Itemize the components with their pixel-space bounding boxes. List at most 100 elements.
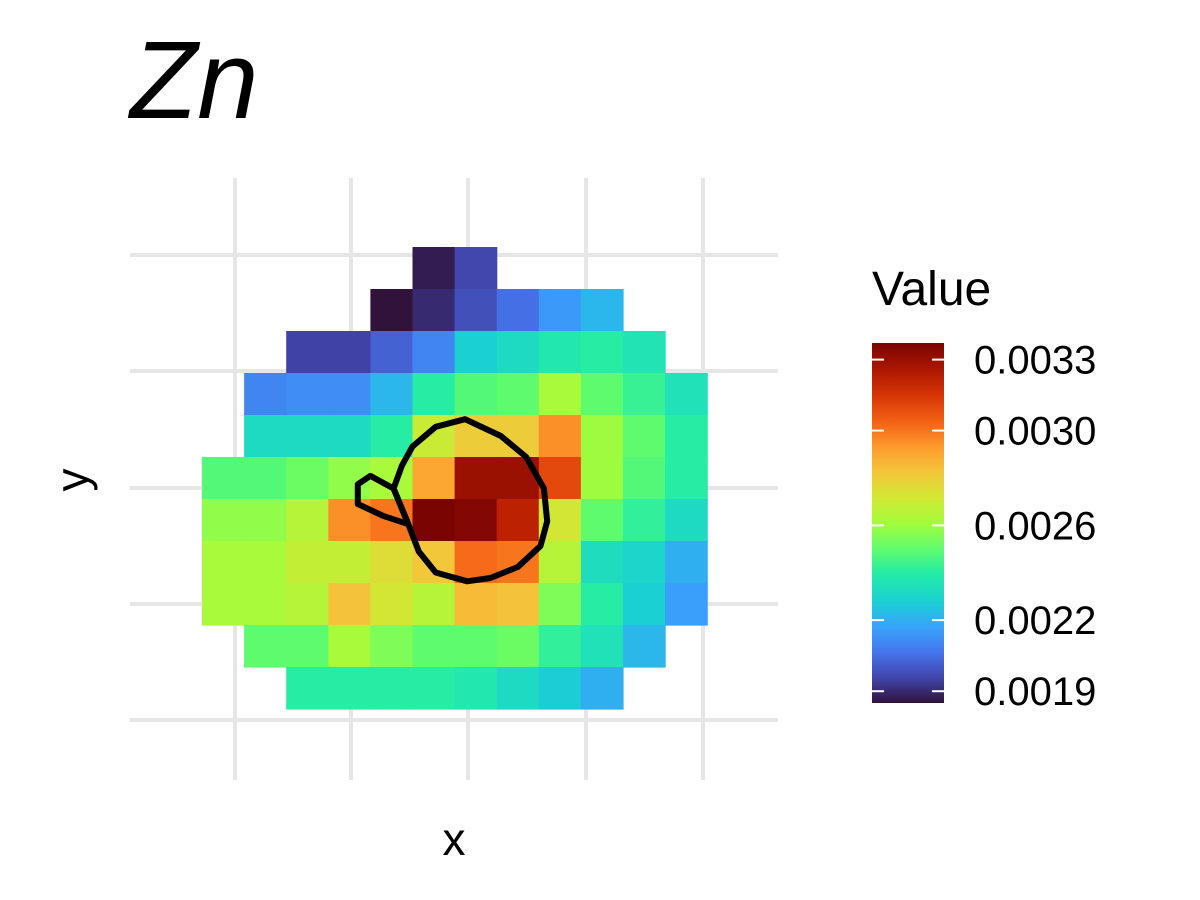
heatmap-cell	[412, 625, 456, 668]
heatmap-cell	[623, 415, 666, 458]
colorbar-tick-label: 0.0030	[974, 410, 1096, 454]
heatmap-cell	[370, 625, 414, 668]
heatmap-cell	[496, 583, 540, 626]
heatmap-cell	[412, 667, 456, 710]
colorbar-tick-label: 0.0019	[974, 670, 1096, 714]
heatmap-cell	[202, 583, 245, 626]
heatmap-cell	[328, 331, 371, 374]
heatmap-cell	[538, 625, 582, 668]
heatmap-cell	[328, 541, 371, 584]
heatmap-cell	[496, 373, 540, 416]
heatmap-cell	[496, 667, 540, 710]
heatmap-cell	[244, 541, 287, 584]
heatmap-cell	[244, 415, 287, 458]
colorbar	[872, 343, 944, 703]
heatmap-cell	[496, 331, 540, 374]
heatmap-cell	[580, 289, 624, 332]
heatmap-cell	[623, 457, 666, 500]
heatmap-cell	[286, 415, 329, 458]
heatmap-cell	[370, 667, 414, 710]
heatmap-cell	[412, 247, 456, 290]
heatmap-cell	[286, 457, 329, 500]
heatmap-cell	[580, 331, 624, 374]
heatmap-cell	[623, 373, 666, 416]
heatmap-cell	[580, 373, 624, 416]
heatmap-cell	[538, 667, 582, 710]
heatmap-cell	[665, 499, 708, 542]
heatmap-cell	[370, 415, 414, 458]
heatmap-cell	[244, 625, 287, 668]
heatmap-cell	[580, 625, 624, 668]
heatmap-cell	[412, 373, 456, 416]
heatmap-cell	[202, 457, 245, 500]
heatmap-cell	[370, 541, 414, 584]
heatmap-cell	[370, 373, 414, 416]
legend-title: Value	[872, 263, 991, 316]
heatmap-cell	[623, 625, 666, 668]
heatmap-cell	[244, 499, 287, 542]
colorbar-tick-label: 0.0033	[974, 339, 1096, 383]
color-legend: Value 0.0033 0.0030 0.0026 0.0022 0.0019	[872, 263, 1096, 714]
heatmap-cell	[496, 541, 540, 584]
heatmap-cell	[665, 457, 708, 500]
chart-title: Zn	[127, 19, 258, 142]
heatmap-cell	[538, 289, 582, 332]
x-axis-label: x	[443, 813, 466, 865]
heatmap-cell	[665, 415, 708, 458]
heatmap-cell	[412, 289, 456, 332]
heatmap-cell	[665, 373, 708, 416]
heatmap-cell	[580, 415, 624, 458]
heatmap-cell	[580, 457, 624, 500]
heatmap-cell	[623, 499, 666, 542]
heatmap-cell	[623, 583, 666, 626]
heatmap-cell	[538, 415, 582, 458]
heatmap-cell	[244, 583, 287, 626]
heatmap-cell	[538, 541, 582, 584]
heatmap-cell	[286, 373, 329, 416]
heatmap-cell	[538, 373, 582, 416]
heatmap-cell	[286, 583, 329, 626]
heatmap-cell	[286, 625, 329, 668]
heatmap-cell	[580, 499, 624, 542]
heatmap-cells	[202, 247, 708, 710]
heatmap-cell	[202, 499, 245, 542]
heatmap-cell	[454, 583, 498, 626]
heatmap-cell	[580, 541, 624, 584]
heatmap-cell	[286, 499, 329, 542]
heatmap-cell	[665, 541, 708, 584]
heatmap-cell	[454, 247, 498, 290]
colorbar-tick-label: 0.0026	[974, 504, 1096, 548]
heatmap-cell	[370, 289, 414, 332]
heatmap-cell	[328, 373, 371, 416]
heatmap-cell	[370, 331, 414, 374]
heatmap-cell	[454, 289, 498, 332]
colorbar-tick-label: 0.0022	[974, 599, 1096, 643]
heatmap-cell	[412, 499, 456, 542]
heatmap-cell	[328, 415, 371, 458]
heatmap-cell	[412, 457, 456, 500]
heatmap-cell	[202, 541, 245, 584]
contour-line	[354, 472, 412, 528]
heatmap-cell	[286, 667, 329, 710]
heatmap-cell	[454, 667, 498, 710]
heatmap-cell	[623, 331, 666, 374]
heatmap-cell	[454, 373, 498, 416]
heatmap-cell	[412, 331, 456, 374]
heatmap-cell	[454, 331, 498, 374]
heatmap-cell	[496, 289, 540, 332]
heatmap-cell	[580, 583, 624, 626]
heatmap-cell	[286, 541, 329, 584]
heatmap-cell	[623, 541, 666, 584]
heatmap-cell	[412, 583, 456, 626]
heatmap-cell	[538, 331, 582, 374]
heatmap-cell	[454, 625, 498, 668]
y-axis-label: y	[46, 469, 98, 492]
heatmap-cell	[244, 373, 287, 416]
heatmap-cell	[538, 583, 582, 626]
heatmap-cell	[496, 625, 540, 668]
contour-line	[390, 416, 551, 585]
heatmap-cell	[496, 499, 540, 542]
heatmap-cell	[244, 457, 287, 500]
heatmap-cell	[454, 499, 498, 542]
